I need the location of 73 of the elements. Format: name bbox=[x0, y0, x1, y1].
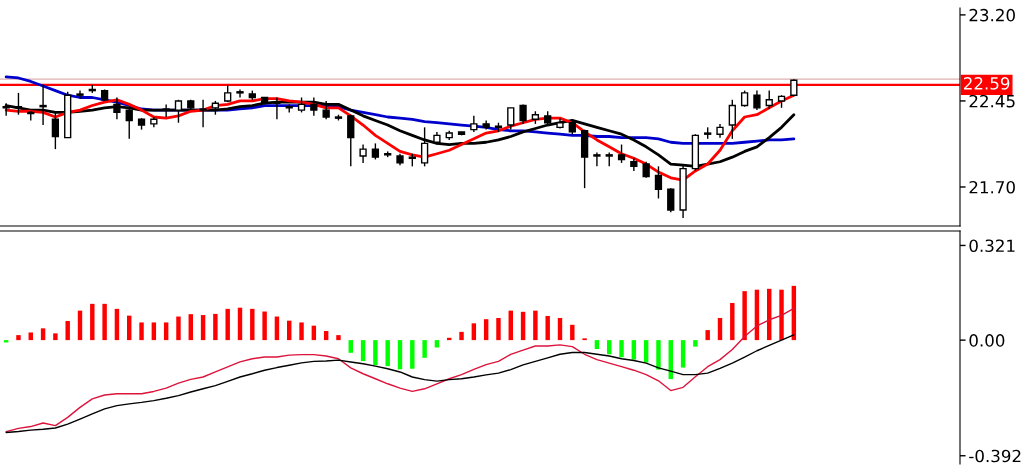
bar bbox=[520, 311, 526, 341]
candlestick bbox=[667, 187, 675, 213]
bar bbox=[459, 331, 464, 341]
bar bbox=[545, 315, 550, 341]
bar bbox=[422, 340, 427, 358]
ref-line-label: 22.59 bbox=[964, 77, 1010, 90]
candlestick bbox=[76, 89, 84, 100]
bar bbox=[643, 340, 649, 363]
bar bbox=[40, 328, 46, 341]
candlestick bbox=[359, 143, 367, 164]
bar bbox=[176, 316, 181, 341]
bar bbox=[631, 340, 637, 360]
bar bbox=[102, 303, 107, 341]
bar bbox=[693, 340, 698, 347]
bar bbox=[779, 289, 784, 341]
bar bbox=[533, 310, 538, 341]
bar bbox=[705, 330, 710, 341]
bar bbox=[151, 322, 157, 341]
candlestick bbox=[347, 114, 355, 168]
bar bbox=[336, 335, 341, 341]
bar bbox=[90, 303, 95, 341]
y-tick-label: -0.392 bbox=[969, 449, 1021, 463]
bar bbox=[717, 318, 723, 341]
bar bbox=[483, 319, 489, 341]
bar bbox=[385, 340, 390, 367]
bar bbox=[410, 340, 415, 369]
candlestick bbox=[519, 103, 527, 125]
y-tick-label: 23.20 bbox=[969, 8, 1015, 22]
bar bbox=[730, 302, 735, 341]
candlestick bbox=[236, 88, 244, 99]
y-tick-label: 0.00 bbox=[969, 334, 1005, 347]
bar bbox=[16, 335, 21, 341]
bar bbox=[200, 315, 206, 341]
bar bbox=[53, 333, 58, 341]
bar bbox=[213, 313, 218, 341]
candlestick bbox=[593, 151, 601, 168]
bar bbox=[594, 340, 600, 349]
y-tick-label: 21.70 bbox=[969, 180, 1015, 194]
candlestick bbox=[162, 103, 170, 118]
bar bbox=[619, 340, 624, 358]
bar bbox=[742, 291, 747, 341]
line-series bbox=[5, 307, 795, 433]
bar bbox=[225, 308, 230, 341]
candlestick bbox=[765, 89, 773, 110]
bar bbox=[397, 340, 403, 370]
candlestick bbox=[617, 143, 626, 164]
bar bbox=[557, 318, 563, 341]
line-series bbox=[5, 334, 795, 434]
bar bbox=[570, 324, 575, 341]
candlestick bbox=[51, 111, 60, 150]
candlestick bbox=[507, 107, 515, 131]
y-tick-label: 0.321 bbox=[969, 239, 1015, 253]
bar bbox=[471, 323, 477, 341]
bar bbox=[656, 340, 661, 370]
bar bbox=[262, 311, 267, 341]
bar bbox=[434, 340, 440, 348]
bar bbox=[360, 340, 366, 362]
bar bbox=[28, 332, 33, 341]
bar bbox=[163, 322, 169, 341]
bar bbox=[496, 318, 501, 341]
bar bbox=[65, 320, 70, 341]
bar bbox=[680, 340, 686, 368]
candlestick bbox=[728, 99, 736, 140]
bar bbox=[348, 340, 353, 353]
candlestick bbox=[753, 89, 761, 111]
y-tick-label: 22.45 bbox=[969, 94, 1015, 108]
candlestick bbox=[125, 107, 133, 140]
bar bbox=[373, 340, 378, 366]
bar bbox=[139, 322, 144, 341]
candlestick bbox=[654, 165, 663, 200]
bar bbox=[188, 314, 193, 341]
bar bbox=[299, 322, 304, 341]
bar bbox=[250, 308, 255, 341]
